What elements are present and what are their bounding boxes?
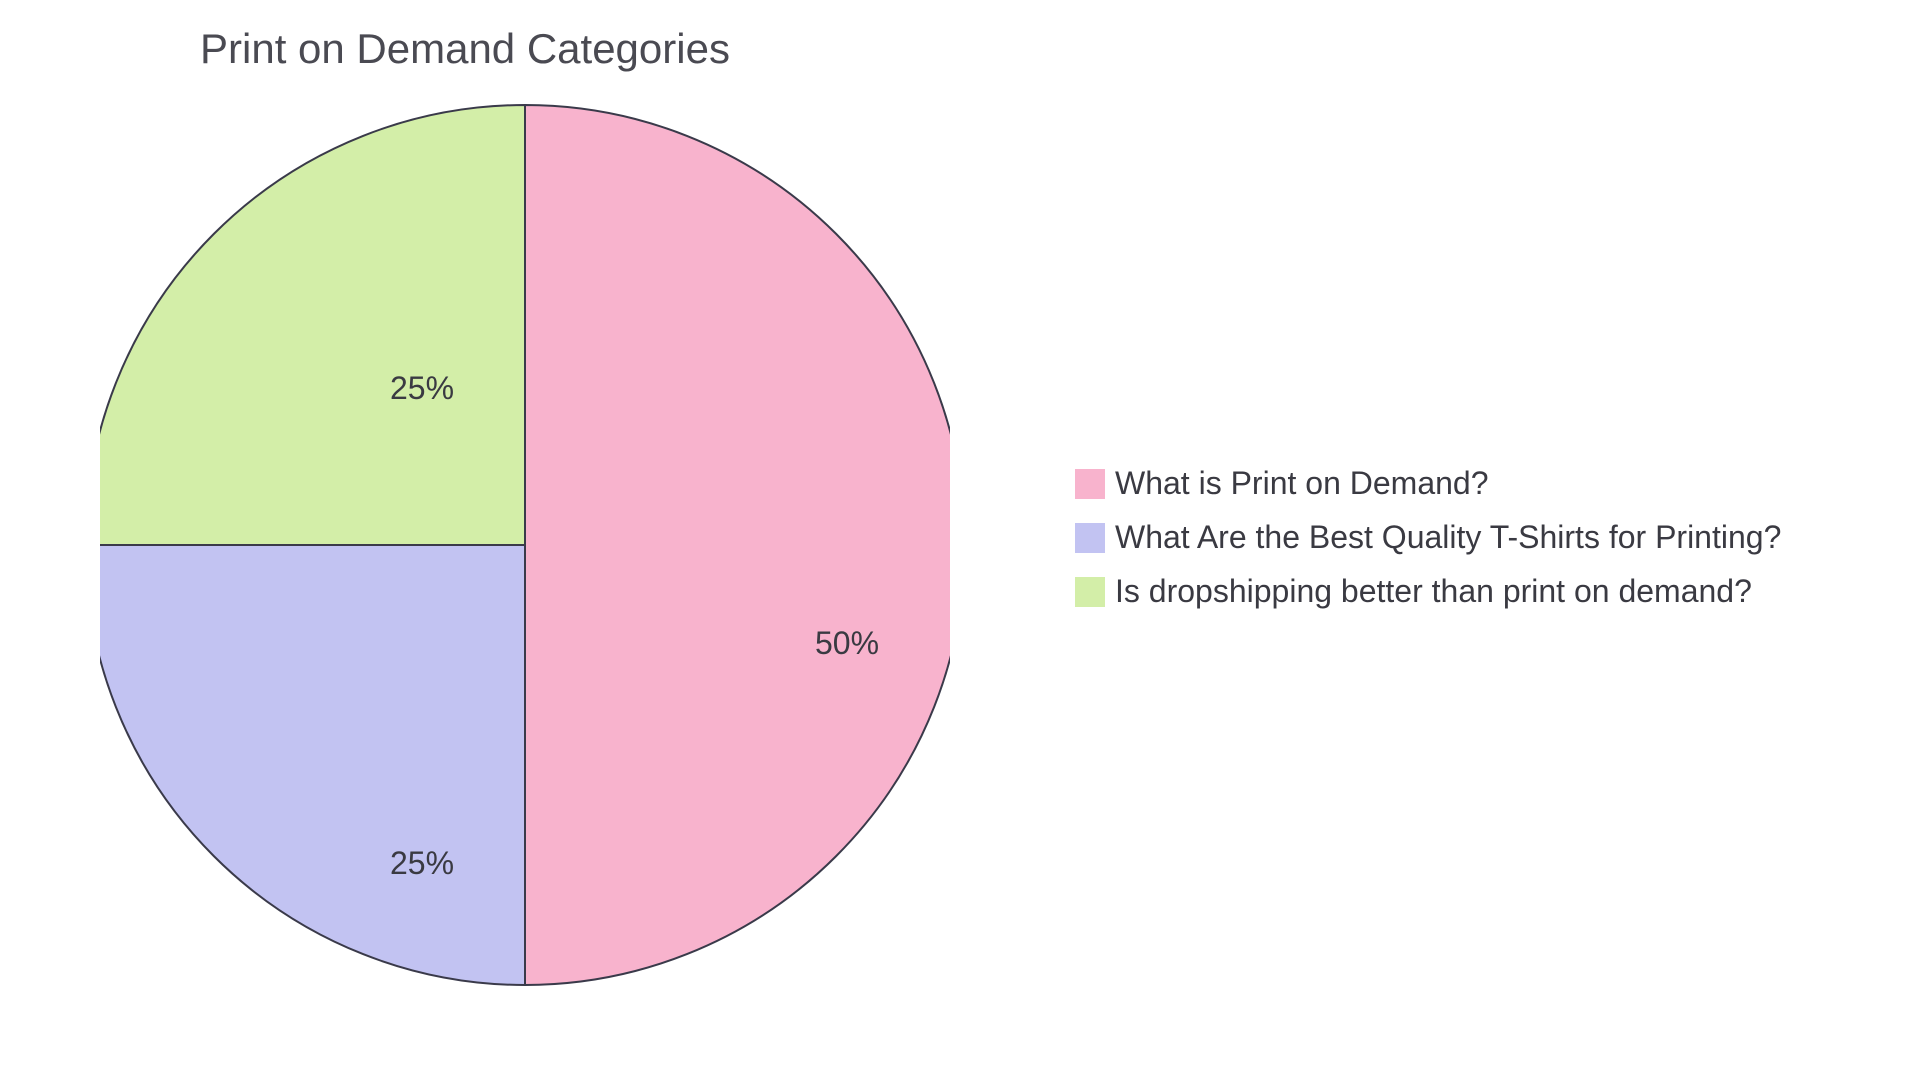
legend-swatch-0 (1075, 469, 1105, 499)
legend-label-2: Is dropshipping better than print on dem… (1115, 573, 1752, 610)
chart-title: Print on Demand Categories (200, 25, 730, 73)
legend-item-0: What is Print on Demand? (1075, 465, 1781, 502)
slice-label-0: 50% (815, 625, 879, 662)
legend-label-0: What is Print on Demand? (1115, 465, 1489, 502)
legend-item-1: What Are the Best Quality T-Shirts for P… (1075, 519, 1781, 556)
slice-label-2: 25% (390, 370, 454, 407)
legend-label-1: What Are the Best Quality T-Shirts for P… (1115, 519, 1781, 556)
pie-slice-0 (525, 105, 950, 985)
pie-slice-1 (100, 545, 525, 985)
legend-swatch-2 (1075, 577, 1105, 607)
pie-slice-2 (100, 105, 525, 545)
legend: What is Print on Demand? What Are the Bes… (1075, 465, 1781, 610)
pie-chart: 50% 25% 25% (100, 95, 950, 1045)
chart-container: Print on Demand Categories 50% 25% 25% Wha… (0, 0, 1920, 1080)
legend-item-2: Is dropshipping better than print on dem… (1075, 573, 1781, 610)
pie-svg (100, 95, 950, 1045)
slice-label-1: 25% (390, 845, 454, 882)
legend-swatch-1 (1075, 523, 1105, 553)
